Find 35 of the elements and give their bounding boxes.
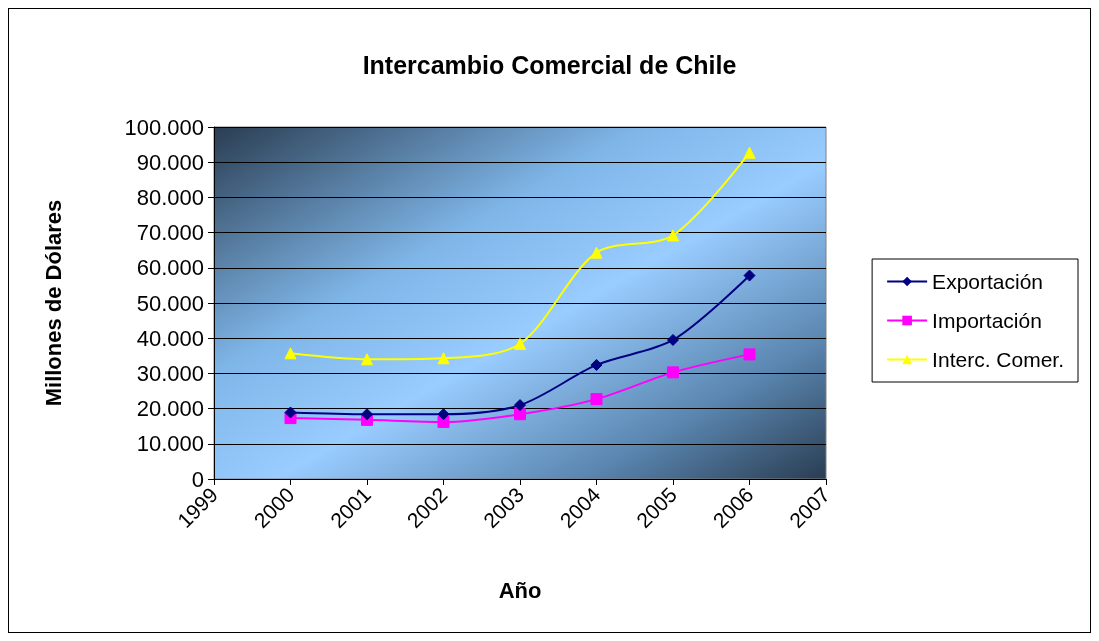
point (514, 337, 526, 350)
point (743, 146, 756, 159)
y-tick-label: 90.000 (136, 149, 204, 175)
y-axis-title: Millones de Dólares (40, 199, 66, 407)
point (284, 406, 297, 419)
y-tick-label: 70.000 (136, 220, 204, 246)
y-tick-label: 100.000 (124, 114, 204, 140)
chart-title: Intercambio Comercial de Chile (362, 50, 737, 79)
point (590, 393, 603, 406)
x-axis-title: Año (498, 577, 542, 603)
point (667, 333, 679, 346)
legend-label: Interc. Comer. (932, 348, 1065, 371)
y-tick-label: 40.000 (136, 325, 204, 351)
point (361, 353, 373, 366)
point (284, 347, 297, 360)
point (590, 358, 603, 371)
legend-label: Importación (932, 309, 1042, 332)
y-tick-label: 60.000 (136, 255, 204, 281)
point (361, 408, 373, 421)
point (743, 348, 756, 361)
y-tick-label: 80.000 (136, 184, 204, 210)
y-tick-label: 50.000 (136, 290, 204, 316)
point (590, 246, 603, 259)
y-tick-label: 0 (191, 466, 204, 492)
y-tick-label: 20.000 (136, 396, 204, 422)
legend-label: Exportación (932, 270, 1044, 293)
point (743, 269, 756, 282)
y-tick-label: 10.000 (136, 431, 204, 457)
point (437, 352, 450, 365)
point (667, 229, 679, 242)
point (514, 408, 526, 421)
y-tick-label: 30.000 (136, 360, 204, 386)
point (514, 399, 526, 412)
point (437, 408, 450, 421)
point (667, 366, 679, 379)
